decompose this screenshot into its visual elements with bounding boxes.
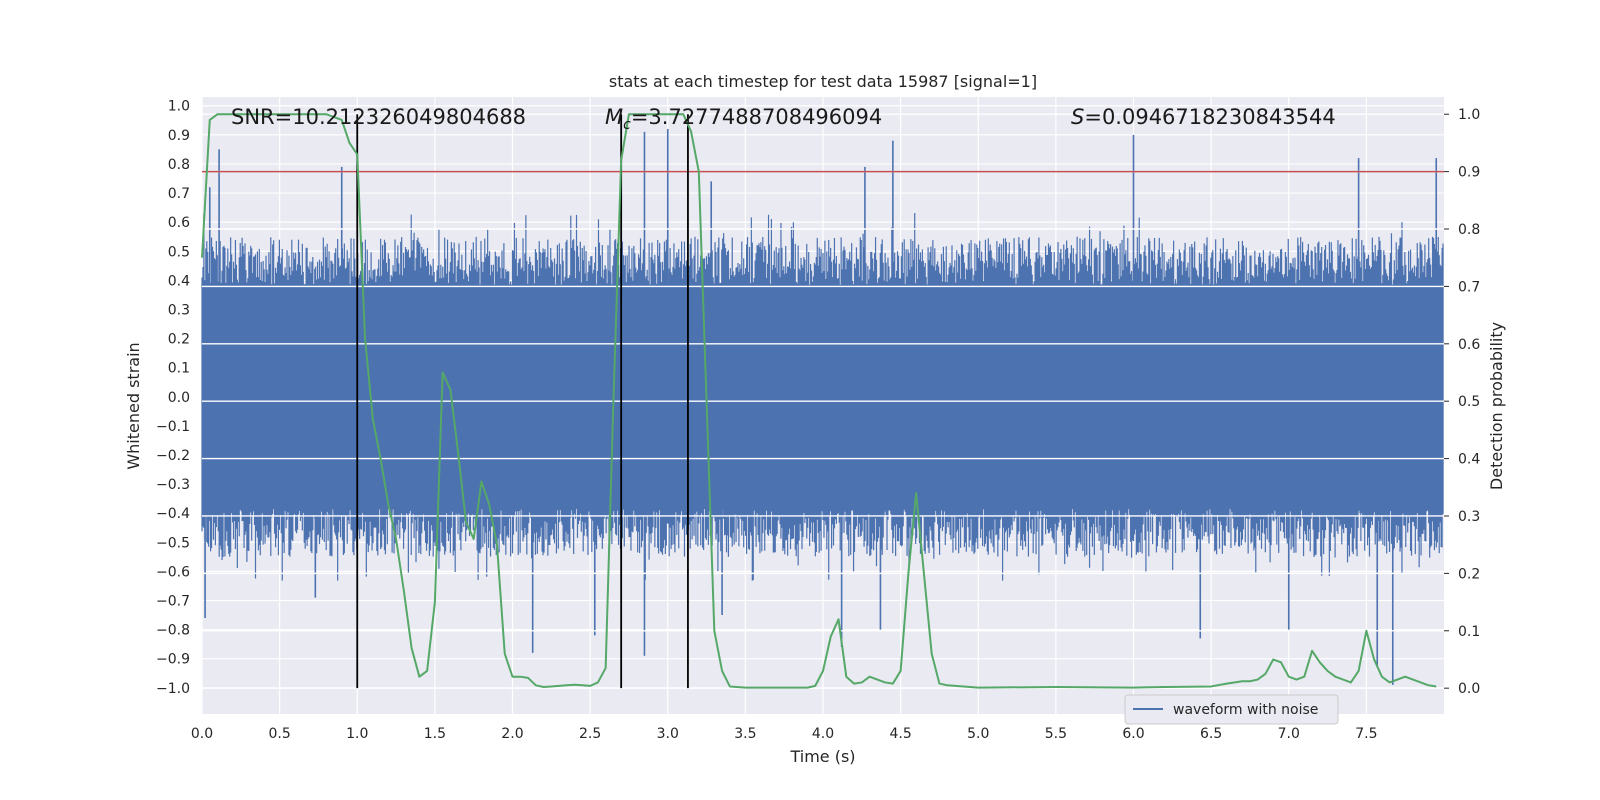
left-tick-label: 0.6 xyxy=(168,215,190,231)
right-axis-gridlines xyxy=(202,113,1444,689)
x-tick-label: 5.0 xyxy=(967,726,989,742)
annotation-chirp-mass: Mc=3.7277488708496094 xyxy=(605,105,882,133)
x-tick-label: 6.5 xyxy=(1200,726,1222,742)
y-axis-label-left: Whitened strain xyxy=(124,342,143,469)
left-tick-label: −0.6 xyxy=(156,564,190,580)
left-tick-label: −0.2 xyxy=(156,448,190,464)
right-tick-label: 1.0 xyxy=(1458,107,1480,123)
detection-probability-line xyxy=(201,113,1437,689)
right-tick-label: 0.4 xyxy=(1458,452,1480,468)
legend-label: waveform with noise xyxy=(1173,702,1318,718)
left-tick-label: −0.1 xyxy=(156,419,190,435)
right-tick-label: 0.7 xyxy=(1458,279,1480,295)
right-tick-label: 0.5 xyxy=(1458,394,1480,410)
s-symbol: S xyxy=(1071,105,1084,129)
x-tick-label: 1.0 xyxy=(346,726,368,742)
x-tick-label: 3.5 xyxy=(734,726,756,742)
right-axis-ticks: 1.0 0.9 0.8 0.7 0.6 0.5 0.4 0.3 0.2 0.1 0.0 xyxy=(1444,107,1480,697)
right-tick-label: 0.8 xyxy=(1458,222,1480,238)
y-axis-label-right: Detection probability xyxy=(1487,322,1506,490)
left-tick-label: −0.7 xyxy=(156,593,190,609)
x-tick-label: 2.5 xyxy=(579,726,601,742)
right-tick-label: 0.1 xyxy=(1458,624,1480,640)
legend-box xyxy=(1124,694,1339,725)
left-tick-label: 0.1 xyxy=(168,361,190,377)
x-tick-label: 5.5 xyxy=(1045,726,1067,742)
x-tick-label: 7.0 xyxy=(1278,726,1300,742)
right-tick-label: 0.3 xyxy=(1458,509,1480,525)
left-axis-ticks: 1.0 0.9 0.8 0.7 0.6 0.5 0.4 0.3 0.2 0.1 0.0 −0.1 −0.… xyxy=(156,99,190,697)
x-tick-label: 1.5 xyxy=(424,726,446,742)
right-tick-label: 0.9 xyxy=(1458,165,1480,181)
x-tick-label: 6.0 xyxy=(1122,726,1144,742)
left-tick-label: 0.0 xyxy=(168,390,190,406)
x-axis-ticks: 0.0 0.5 1.0 1.5 2.0 2.5 3.0 3.5 4.0 4.5 5.0 5.5 6.0 6… xyxy=(191,726,1378,742)
waveform-series xyxy=(201,129,1444,685)
left-tick-label: 0.4 xyxy=(168,273,190,289)
left-tick-label: 0.8 xyxy=(168,157,190,173)
legend: waveform with noise xyxy=(1124,694,1339,725)
left-tick-label: 0.2 xyxy=(168,332,190,348)
x-tick-label: 4.5 xyxy=(889,726,911,742)
x-tick-label: 0.5 xyxy=(268,726,290,742)
chirp-mass-value: =3.7277488708496094 xyxy=(631,105,882,129)
x-tick-label: 0.0 xyxy=(191,726,213,742)
annotation-s: S=0.0946718230843544 xyxy=(1071,105,1336,129)
annotation-snr: SNR=10.212326049804688 xyxy=(231,105,526,129)
x-tick-label: 2.0 xyxy=(501,726,523,742)
left-tick-label: −0.5 xyxy=(156,535,190,551)
left-tick-label: 0.7 xyxy=(168,186,190,202)
left-tick-label: 0.3 xyxy=(168,302,190,318)
waveform-trace xyxy=(201,213,1444,581)
detection-probability-series xyxy=(201,113,1437,689)
chirp-mass-subscript: c xyxy=(623,117,631,133)
left-tick-label: 0.5 xyxy=(168,244,190,260)
x-tick-label: 7.5 xyxy=(1355,726,1377,742)
left-tick-label: −1.0 xyxy=(156,681,190,697)
left-tick-label: −0.8 xyxy=(156,623,190,639)
x-tick-label: 4.0 xyxy=(812,726,834,742)
event-markers xyxy=(356,114,689,689)
x-tick-label: 3.0 xyxy=(657,726,679,742)
left-tick-label: −0.4 xyxy=(156,506,190,522)
right-tick-label: 0.2 xyxy=(1458,566,1480,582)
chirp-mass-symbol: M xyxy=(605,105,623,129)
right-tick-label: 0.6 xyxy=(1458,337,1480,353)
left-tick-label: −0.3 xyxy=(156,477,190,493)
chart-title: stats at each timestep for test data 159… xyxy=(609,72,1037,91)
x-axis-label: Time (s) xyxy=(789,747,855,766)
left-tick-label: −0.9 xyxy=(156,652,190,668)
s-value: =0.0946718230843544 xyxy=(1084,105,1335,129)
right-tick-label: 0.0 xyxy=(1458,681,1480,697)
left-tick-label: 1.0 xyxy=(168,99,190,115)
left-tick-label: 0.9 xyxy=(168,128,190,144)
